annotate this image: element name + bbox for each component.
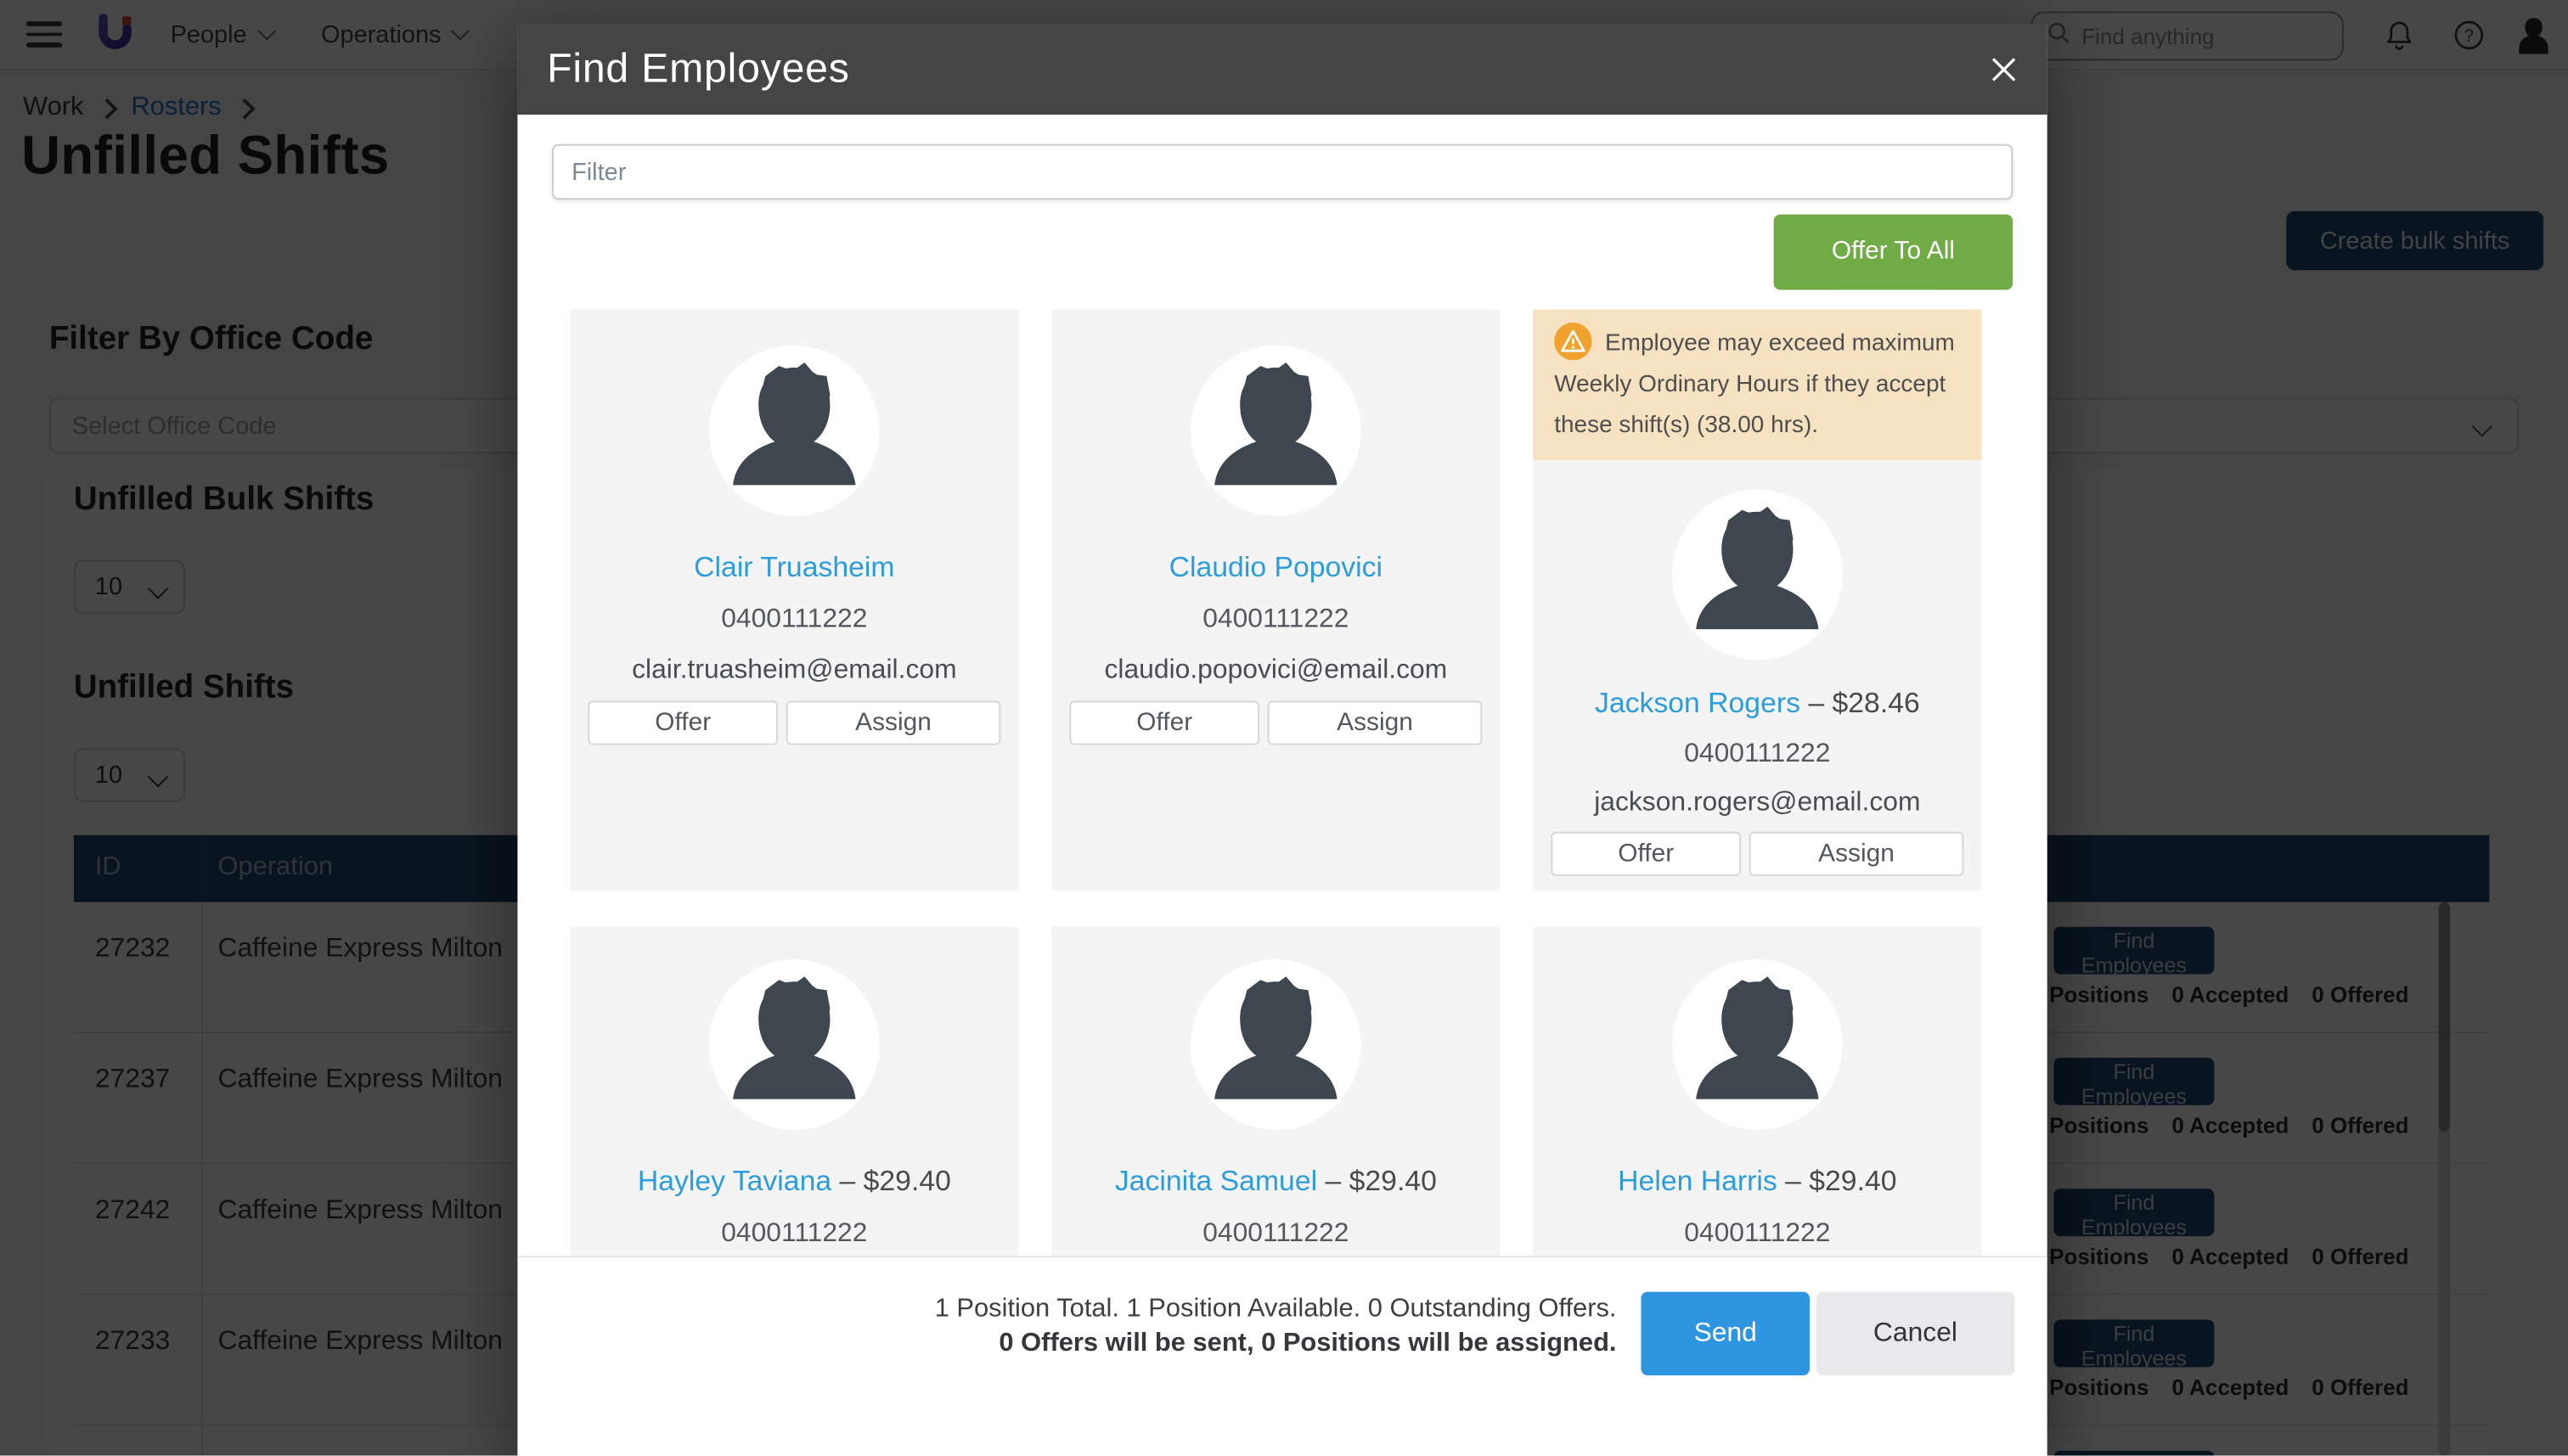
cancel-button[interactable]: Cancel — [1816, 1291, 2015, 1375]
employee-filter-input[interactable] — [551, 143, 2013, 200]
employee-name-row: Jacinita Samuel – $29.40 — [1051, 1164, 1500, 1199]
warning-icon — [1554, 322, 1592, 361]
offer-summary-line2: 0 Offers will be sent, 0 Positions will … — [999, 1329, 1617, 1358]
offer-button[interactable]: Offer — [1551, 831, 1742, 876]
offer-summary: 1 Position Total. 1 Position Available. … — [935, 1292, 1617, 1361]
employee-name-row: Clair Truasheim — [570, 550, 1018, 584]
employee-actions: Offer Assign — [1051, 700, 1500, 745]
employee-phone: 0400111222 — [1202, 604, 1349, 634]
assign-button[interactable]: Assign — [786, 700, 1001, 745]
employee-rate: – $29.40 — [1317, 1164, 1437, 1197]
employee-rate: – $29.40 — [831, 1164, 951, 1197]
employee-name-row: Helen Harris – $29.40 — [1533, 1164, 1981, 1199]
employee-avatar — [709, 345, 880, 516]
send-button[interactable]: Send — [1641, 1291, 1811, 1375]
employee-card: Helen Harris – $29.40 0400111222 — [1533, 926, 1982, 1256]
assign-button[interactable]: Assign — [1749, 831, 1964, 876]
employee-avatar — [1191, 959, 1361, 1130]
employee-card: Jacinita Samuel – $29.40 0400111222 — [1051, 926, 1501, 1256]
employee-phone: 0400111222 — [1684, 1217, 1831, 1248]
employee-phone: 0400111222 — [1202, 1217, 1349, 1248]
employee-card: Clair Truasheim 0400111222 clair.truasheim… — [570, 309, 1019, 891]
employee-card: Claudio Popovici 0400111222 claudio.popovi… — [1051, 309, 1501, 891]
employee-name-row: Jackson Rogers – $28.46 — [1533, 686, 1981, 721]
employee-name-link[interactable]: Clair Truasheim — [694, 549, 895, 583]
modal-header: Find Employees — [517, 24, 2047, 115]
employee-name-row: Claudio Popovici — [1051, 550, 1500, 584]
employee-card: Employee may exceed maximum Weekly Ordin… — [1533, 309, 1982, 891]
modal-title: Find Employees — [547, 45, 850, 92]
assign-button[interactable]: Assign — [1267, 700, 1483, 745]
employee-avatar — [1191, 345, 1361, 516]
employee-avatar — [1672, 489, 1843, 661]
employee-phone: 0400111222 — [721, 1217, 868, 1248]
modal-body: Offer To All Clair Truasheim 0400111222 cl… — [517, 115, 2047, 1256]
offer-button[interactable]: Offer — [1069, 700, 1260, 745]
employee-name-link[interactable]: Jacinita Samuel — [1114, 1164, 1318, 1197]
employee-avatar — [1672, 959, 1843, 1130]
employee-card-grid: Clair Truasheim 0400111222 clair.truasheim… — [570, 309, 1982, 1256]
employee-name-link[interactable]: Claudio Popovici — [1169, 549, 1383, 583]
employee-email: claudio.popovici@email.com — [1104, 655, 1448, 685]
employee-phone: 0400111222 — [1684, 738, 1831, 768]
modal-footer: 1 Position Total. 1 Position Available. … — [517, 1256, 2047, 1455]
employee-rate: – $29.40 — [1777, 1164, 1897, 1197]
employee-name-row: Hayley Taviana – $29.40 — [570, 1164, 1018, 1199]
employee-avatar — [709, 959, 880, 1130]
offer-summary-line1: 1 Position Total. 1 Position Available. … — [934, 1295, 1617, 1324]
employee-email: clair.truasheim@email.com — [632, 655, 957, 685]
employee-phone: 0400111222 — [721, 604, 868, 634]
employee-name-link[interactable]: Jackson Rogers — [1594, 686, 1800, 719]
employee-email: jackson.rogers@email.com — [1594, 787, 1921, 818]
offer-button[interactable]: Offer — [588, 700, 779, 745]
close-icon[interactable] — [1979, 44, 2028, 93]
employee-actions: Offer Assign — [570, 700, 1018, 745]
employee-name-link[interactable]: Hayley Taviana — [637, 1164, 832, 1197]
offer-to-all-button[interactable]: Offer To All — [1773, 214, 2013, 290]
hours-warning-banner: Employee may exceed maximum Weekly Ordin… — [1533, 309, 1982, 460]
employee-card: Hayley Taviana – $29.40 0400111222 — [570, 926, 1019, 1256]
employee-name-link[interactable]: Helen Harris — [1618, 1164, 1777, 1197]
employee-rate: – $28.46 — [1799, 686, 1920, 719]
find-employees-modal: Find Employees Offer To All Clair Truash… — [517, 24, 2047, 1456]
employee-actions: Offer Assign — [1533, 831, 1981, 876]
